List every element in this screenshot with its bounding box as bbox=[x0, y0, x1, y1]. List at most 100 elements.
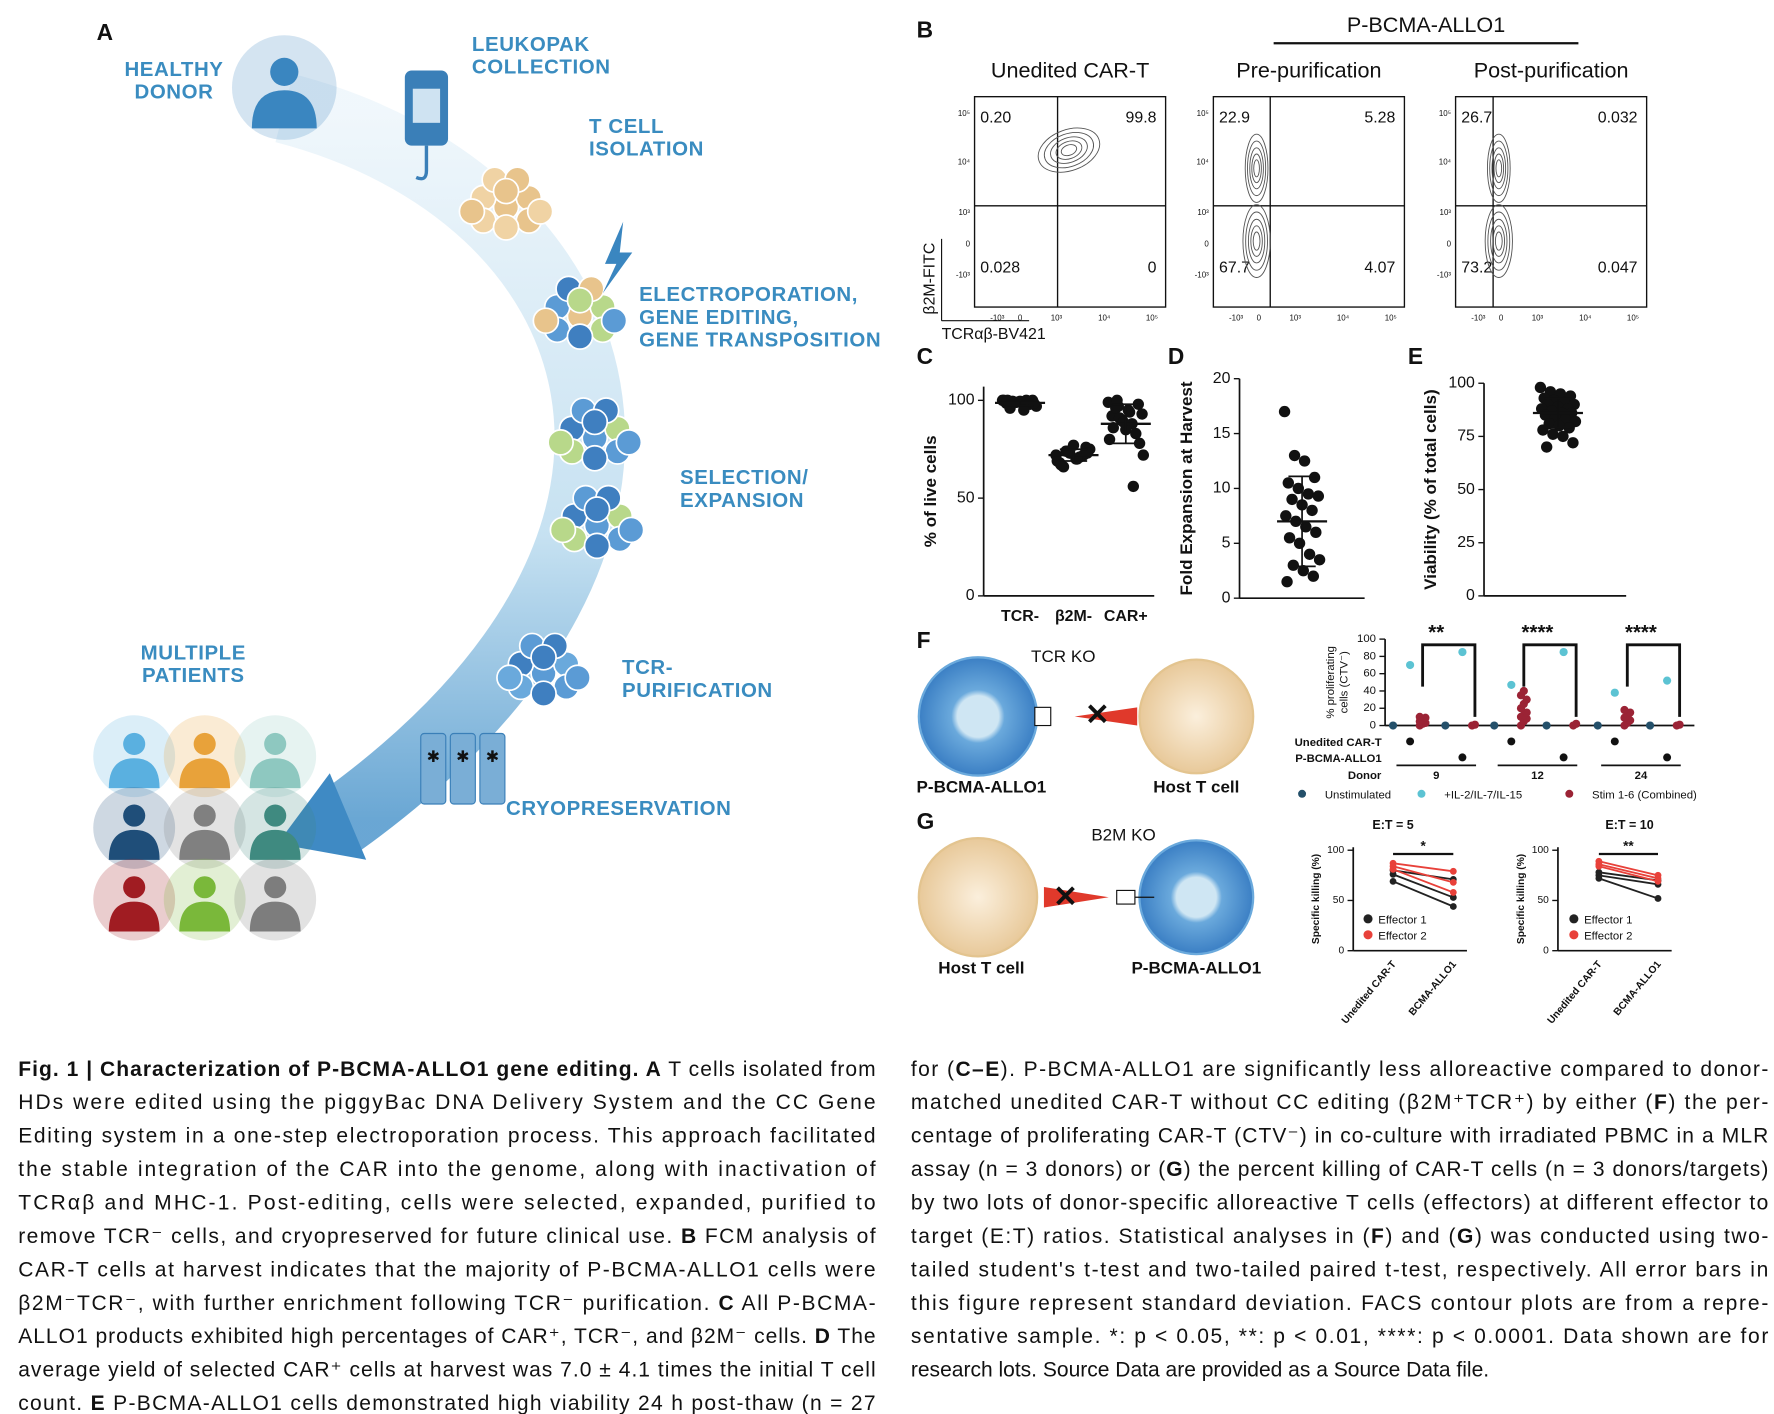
contour bbox=[1242, 204, 1271, 278]
contour bbox=[1491, 147, 1507, 190]
dot bbox=[1654, 877, 1662, 885]
person-body bbox=[108, 901, 160, 932]
dot bbox=[1303, 548, 1316, 560]
dot bbox=[1415, 712, 1424, 721]
sd-bar bbox=[1544, 397, 1572, 429]
dot bbox=[1310, 526, 1322, 539]
caption-text: for ( bbox=[911, 1058, 954, 1081]
caption-text: the stable integration of the CAR into t… bbox=[18, 1158, 876, 1181]
y-tick-label: 15 bbox=[1213, 425, 1231, 442]
significance: **** bbox=[1522, 621, 1554, 644]
caption-text: C–E bbox=[955, 1058, 999, 1081]
contour bbox=[1043, 131, 1094, 169]
caption-text: this figure represent standard deviation… bbox=[911, 1292, 1768, 1315]
y-tick-label: 100 bbox=[1327, 845, 1344, 856]
cell-right bbox=[1138, 658, 1255, 775]
contour bbox=[1247, 140, 1267, 197]
design-dot bbox=[1507, 737, 1516, 746]
cell bbox=[526, 198, 554, 225]
sig-bracket bbox=[1625, 643, 1682, 717]
caption-line: sentative sample. *: p < 0.05, **: p < 0… bbox=[911, 1325, 1768, 1348]
dot bbox=[1286, 493, 1298, 506]
dot bbox=[1308, 471, 1321, 484]
legend-label: Unstimulated bbox=[1325, 789, 1391, 801]
person-head bbox=[264, 732, 287, 756]
condition-label: Unedited CAR-T bbox=[1295, 737, 1382, 749]
plot-frame bbox=[1212, 95, 1406, 308]
y-tick-label: 100 bbox=[948, 392, 975, 409]
legend-label: Effector 1 bbox=[1584, 914, 1632, 926]
vial bbox=[479, 732, 506, 805]
caption-text: C bbox=[718, 1292, 733, 1315]
sd-bar bbox=[1112, 403, 1140, 445]
panel-letter: F bbox=[917, 627, 931, 653]
significance: ** bbox=[1428, 621, 1444, 644]
dot bbox=[1557, 430, 1569, 443]
legend-swatch bbox=[1363, 930, 1373, 940]
dot bbox=[1572, 719, 1581, 728]
dot bbox=[1018, 404, 1030, 416]
dot bbox=[1282, 477, 1294, 489]
y-tick-label: 60 bbox=[1363, 668, 1376, 680]
flow-tick: 10³ bbox=[959, 208, 971, 217]
contour bbox=[1250, 225, 1263, 257]
caption-text: P-BCMA-ALLO1 cells demonstrated high via… bbox=[106, 1392, 876, 1414]
plot-frame bbox=[973, 95, 1167, 308]
donor-title: Donor bbox=[1348, 770, 1382, 782]
contour bbox=[1251, 153, 1262, 184]
dot bbox=[1620, 705, 1629, 715]
flow-tick: 10⁵ bbox=[1146, 314, 1158, 323]
pair-line bbox=[1598, 860, 1659, 877]
person-head bbox=[193, 876, 216, 899]
cell bbox=[600, 307, 628, 335]
contour bbox=[1492, 225, 1505, 257]
dot bbox=[1123, 406, 1136, 418]
caption-text: sentative sample. *: p < 0.05, **: p < 0… bbox=[911, 1325, 1768, 1348]
caption-line: by two lots of donor-specific alloreacti… bbox=[911, 1192, 1768, 1215]
panel-letter: D bbox=[1168, 343, 1184, 369]
flow-tick: 0 bbox=[1447, 240, 1452, 249]
contour bbox=[1244, 133, 1269, 203]
dot bbox=[1507, 680, 1516, 690]
panel-letter: C bbox=[917, 343, 933, 369]
vial-icon: ✱ bbox=[427, 749, 440, 766]
person-body bbox=[108, 758, 160, 789]
receptor bbox=[1116, 889, 1136, 905]
dot bbox=[1542, 721, 1551, 730]
cell-label: Host T cell bbox=[1153, 778, 1239, 797]
dot bbox=[1288, 449, 1301, 462]
contour bbox=[1253, 159, 1260, 178]
dot bbox=[1537, 424, 1549, 436]
caption-text: average yield of selected CAR⁺ cells at … bbox=[18, 1359, 875, 1382]
caption-line: this figure represent standard deviation… bbox=[911, 1292, 1768, 1315]
y-axis-label: cells (CTV⁻) bbox=[1339, 651, 1351, 713]
step-label: HEALTHY bbox=[124, 58, 223, 81]
dot bbox=[1595, 874, 1603, 882]
dot bbox=[1449, 889, 1457, 896]
dot bbox=[1675, 720, 1684, 729]
caption-line: research lots. Source Data are provided … bbox=[911, 1359, 1489, 1382]
vial-icon: ✱ bbox=[456, 749, 469, 766]
dot bbox=[1441, 721, 1450, 730]
dot bbox=[1406, 660, 1415, 670]
dot bbox=[1388, 721, 1398, 730]
flow-tick: 10⁴ bbox=[1197, 158, 1210, 167]
caption-line: Fig. 1 | Characterization of P-BCMA-ALLO… bbox=[18, 1058, 875, 1081]
cell bbox=[617, 516, 645, 544]
sd-bar bbox=[1006, 399, 1034, 407]
caption-line: matched unedited CAR-T without CC editin… bbox=[911, 1091, 1768, 1114]
leukopak-tube bbox=[415, 145, 429, 181]
step-label: MULTIPLE bbox=[141, 641, 246, 664]
person-body bbox=[179, 758, 231, 789]
dot bbox=[1117, 416, 1129, 428]
dot bbox=[1595, 862, 1603, 870]
quadrant-value: 67.7 bbox=[1219, 260, 1250, 277]
person-head bbox=[264, 876, 287, 899]
dot bbox=[1567, 437, 1579, 449]
contour bbox=[1494, 231, 1503, 251]
step-label: GENE TRANSPOSITION bbox=[639, 329, 881, 352]
quadrant-value: 73.2 bbox=[1461, 260, 1492, 277]
flow-tick: -10³ bbox=[1229, 314, 1243, 323]
y-tick-label: 75 bbox=[1457, 428, 1475, 445]
